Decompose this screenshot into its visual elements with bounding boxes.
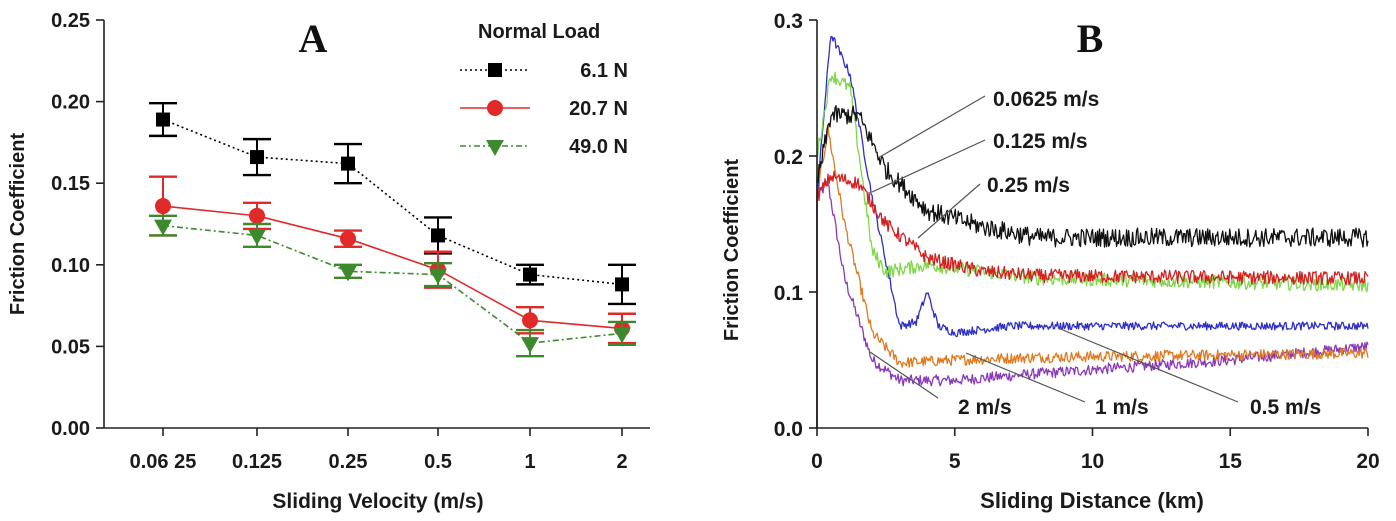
chart-a-x-tick-label: 0.06 25: [130, 451, 197, 473]
chart-a-x-axis-label: Sliding Velocity (m/s): [272, 490, 483, 513]
chart-b-annotation: 0.5 m/s: [1057, 327, 1321, 419]
chart-a-legend-label: 49.0 N: [569, 136, 628, 158]
chart-a-point: [248, 229, 266, 246]
chart-b-annotation: 0.0625 m/s: [877, 88, 1099, 159]
chart-b-y-axis-label: Friction Coefficient: [721, 159, 743, 342]
chart-b-annotation-label: 2 m/s: [958, 396, 1012, 419]
chart-a-point: [615, 277, 629, 292]
chart-a-y-tick-label: 0.00: [51, 418, 90, 440]
chart-a-point: [522, 312, 538, 329]
chart-a-y-tick-label: 0.15: [51, 173, 90, 195]
chart-a-point: [339, 265, 357, 282]
chart-a-y-tick-label: 0.20: [51, 92, 90, 114]
chart-a-point: [250, 150, 264, 165]
chart-a-y-axis-label: Friction Coefficient: [7, 133, 29, 316]
chart-a-panel-label: A: [299, 16, 328, 61]
chart-a-point: [521, 337, 539, 354]
chart-b-y-tick-label: 0.0: [774, 418, 803, 441]
chart-a-series-line: [162, 118, 623, 286]
chart-b-annotation: 0.25 m/s: [917, 174, 1070, 239]
chart-b: 0.0 0.1 0.2 0.3 0 5 10 15 20 0.0625 m/s 0.125 m/…: [721, 10, 1380, 513]
chart-a-point: [523, 267, 537, 282]
chart-b-x-tick-label: 15: [1219, 450, 1243, 473]
chart-a-series: [149, 102, 636, 306]
chart-a-y-tick-label: 0.10: [51, 255, 90, 277]
chart-b-series-line: [816, 181, 1369, 428]
chart-b-annotation-label: 0.125 m/s: [993, 130, 1088, 153]
chart-a-point: [431, 228, 445, 243]
chart-a-point: [487, 100, 503, 116]
chart-a-legend-item: 6.1 N: [460, 60, 628, 82]
chart-b-x-tick-label: 10: [1081, 450, 1104, 473]
chart-a-legend-title: Normal Load: [478, 21, 600, 43]
chart-a-y-tick-label: 0.25: [51, 10, 90, 32]
chart-a-legend-label: 20.7 N: [569, 98, 628, 120]
chart-b-x-tick-label: 5: [949, 450, 961, 473]
chart-a-y-tick-label: 0.05: [51, 336, 90, 358]
chart-a-point: [155, 198, 171, 215]
chart-b-y-tick-label: 0.1: [774, 282, 804, 305]
chart-b-panel-label: B: [1077, 16, 1104, 61]
chart-b-y-tick-label: 0.3: [774, 10, 803, 33]
chart-b-annotation-leader: [1057, 327, 1239, 403]
chart-a-series: [149, 175, 636, 345]
chart-b-annotation-leader: [965, 352, 1086, 403]
chart-a-point: [154, 219, 172, 236]
chart-a-point: [486, 140, 504, 156]
chart-b-annotation: 0.125 m/s: [871, 130, 1088, 193]
chart-b-series-line: [816, 105, 1369, 428]
chart-a-series-line: [162, 205, 623, 330]
chart-a: 0.00 0.05 0.10 0.15 0.20 0.25 0.06 25 0.125 0.2…: [7, 10, 650, 513]
chart-a-x-tick-label: 0.25: [329, 451, 368, 473]
chart-a-point: [341, 156, 355, 171]
chart-a-x-tick-label: 1: [524, 451, 535, 473]
chart-a-legend-label: 6.1 N: [580, 60, 628, 82]
chart-a-point: [488, 63, 502, 77]
chart-a-series-line: [162, 224, 623, 344]
chart-b-annotation-leader: [877, 95, 986, 159]
chart-b-x-axis-label: Sliding Distance (km): [980, 488, 1204, 513]
chart-b-x-tick-label: 20: [1356, 450, 1379, 473]
chart-b-annotation: 2 m/s: [869, 351, 1012, 419]
chart-b-annotation-label: 0.25 m/s: [987, 174, 1070, 197]
chart-b-annotation-leader: [871, 139, 986, 193]
chart-b-series-line: [816, 123, 1369, 428]
chart-a-x-tick-label: 0.5: [424, 451, 452, 473]
chart-b-x-tick-label: 0: [811, 450, 823, 473]
chart-a-legend-item: 49.0 N: [460, 136, 628, 158]
chart-b-series-line: [816, 170, 1369, 428]
chart-a-x-tick-label: 0.125: [232, 451, 282, 473]
chart-b-y-tick-label: 0.2: [774, 146, 803, 169]
chart-a-point: [249, 207, 265, 224]
chart-a-point: [156, 112, 170, 127]
chart-a-legend-item: 20.7 N: [460, 98, 628, 120]
chart-b-annotation-label: 0.5 m/s: [1250, 396, 1321, 419]
chart-b-annotation-label: 1 m/s: [1095, 396, 1149, 419]
chart-a-x-tick-label: 2: [616, 451, 627, 473]
chart-a-point: [340, 230, 356, 247]
chart-b-series-line: [816, 36, 1369, 428]
chart-a-series: [149, 214, 636, 358]
chart-a-point: [429, 268, 447, 285]
chart-b-annotation-label: 0.0625 m/s: [993, 88, 1099, 111]
chart-b-annotation-leader: [869, 351, 939, 399]
chart-b-annotation-leader: [917, 183, 981, 239]
chart-a-legend: Normal Load 6.1 N 20.7 N 49.0 N: [460, 21, 628, 158]
chart-a-point: [613, 327, 631, 344]
chart-b-annotation: 1 m/s: [965, 352, 1149, 419]
chart-b-series-line: [816, 71, 1369, 428]
